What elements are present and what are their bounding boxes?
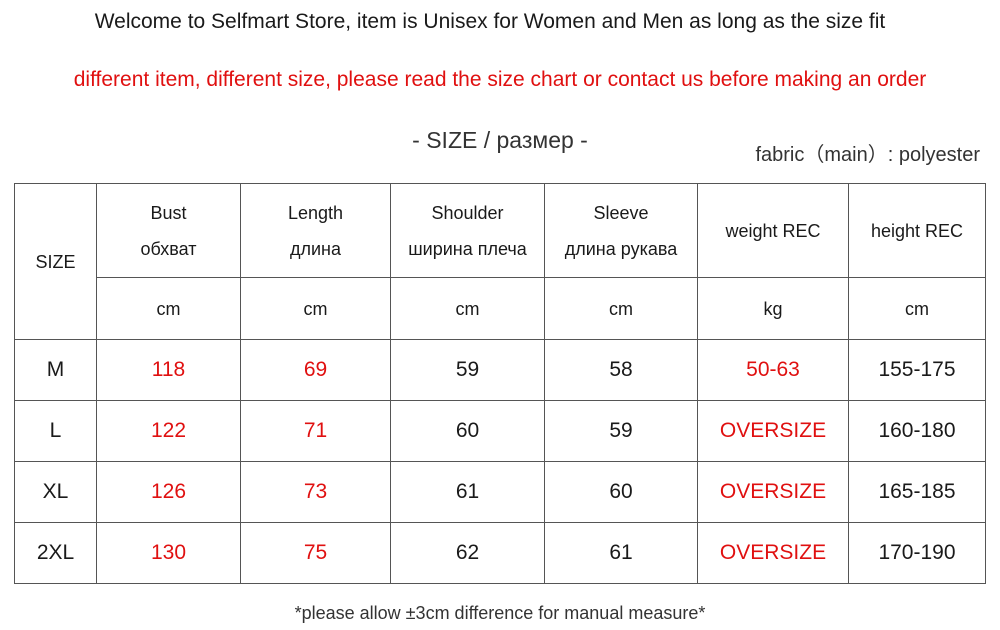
column-header: height REC — [848, 183, 986, 278]
value-cell: 59 — [544, 400, 698, 462]
unit-cell: cm — [544, 277, 698, 340]
value-cell: 118 — [96, 339, 241, 401]
value-cell: 58 — [544, 339, 698, 401]
value-cell: 160-180 — [848, 400, 986, 462]
value-cell: 170-190 — [848, 522, 986, 584]
value-cell: 60 — [544, 461, 698, 523]
column-name: weight REC — [725, 220, 821, 241]
data-row: M 118 69 59 58 50-63 155-175 — [14, 339, 986, 401]
size-cell: 2XL — [14, 522, 97, 584]
value-cell: 61 — [544, 522, 698, 584]
size-cell: L — [14, 400, 97, 462]
fabric-note: fabric（main）: polyester — [755, 144, 980, 166]
value-cell: 71 — [240, 400, 391, 462]
column-name-ru: длина — [289, 238, 341, 259]
footnote: *please allow ±3cm difference for manual… — [294, 603, 706, 623]
column-name: Length — [287, 202, 344, 223]
column-name: Shoulder — [431, 202, 504, 223]
value-cell: 59 — [390, 339, 545, 401]
column-header: Shoulder ширина плеча — [390, 183, 545, 278]
unit-row: cm cm cm cm kg cm — [15, 277, 986, 340]
size-cell: M — [14, 339, 97, 401]
size-title: - SIZE / размер - — [412, 127, 588, 153]
welcome-text: Welcome to Selfmart Store, item is Unise… — [94, 10, 886, 33]
value-cell: 122 — [96, 400, 241, 462]
data-row: XL 126 73 61 60 OVERSIZE 165-185 — [14, 461, 986, 523]
unit-cell: cm — [848, 277, 986, 340]
value-cell: OVERSIZE — [697, 461, 849, 523]
value-cell: 155-175 — [848, 339, 986, 401]
column-name: Bust — [150, 202, 187, 223]
column-header: Bust обхват — [96, 183, 241, 278]
column-name: height REC — [870, 220, 964, 241]
column-name-ru: обхват — [140, 238, 197, 259]
unit-cell: cm — [96, 277, 241, 340]
header-row: SIZE Bust обхват Length длина Shoulder ширина … — [14, 183, 986, 340]
value-cell: 60 — [390, 400, 545, 462]
column-name-ru: длина рукава — [564, 238, 678, 259]
column-header: weight REC — [697, 183, 849, 278]
value-cell: 61 — [390, 461, 545, 523]
value-cell: 69 — [240, 339, 391, 401]
value-cell: OVERSIZE — [697, 522, 849, 584]
value-cell: 130 — [96, 522, 241, 584]
unit-cell: cm — [240, 277, 391, 340]
value-cell: 75 — [240, 522, 391, 584]
value-cell: 62 — [390, 522, 545, 584]
value-cell: 165-185 — [848, 461, 986, 523]
data-row: 2XL 130 75 62 61 OVERSIZE 170-190 — [14, 522, 986, 584]
size-cell: XL — [14, 461, 97, 523]
column-header: Sleeve длина рукава — [544, 183, 698, 278]
size-header: SIZE — [14, 183, 97, 340]
column-name-ru: ширина плеча — [408, 238, 527, 259]
value-cell: 126 — [96, 461, 241, 523]
value-cell: 50-63 — [697, 339, 849, 401]
column-name: Sleeve — [593, 202, 649, 223]
value-cell: OVERSIZE — [697, 400, 849, 462]
size-table: SIZE Bust обхват Length длина Shoulder ширина … — [14, 183, 986, 584]
data-row: L 122 71 60 59 OVERSIZE 160-180 — [14, 400, 986, 462]
column-header: Length длина — [240, 183, 391, 278]
unit-cell: kg — [697, 277, 849, 340]
unit-cell: cm — [390, 277, 545, 340]
notice-text: different item, different size, please r… — [73, 68, 927, 91]
value-cell: 73 — [240, 461, 391, 523]
